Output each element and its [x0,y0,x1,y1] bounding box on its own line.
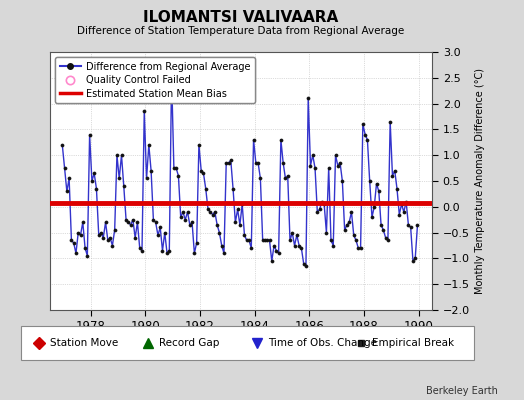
Y-axis label: Monthly Temperature Anomaly Difference (°C): Monthly Temperature Anomaly Difference (… [475,68,485,294]
Legend: Difference from Regional Average, Quality Control Failed, Estimated Station Mean: Difference from Regional Average, Qualit… [54,57,255,103]
Text: Berkeley Earth: Berkeley Earth [426,386,498,396]
Text: Station Move: Station Move [50,338,118,348]
Text: Record Gap: Record Gap [159,338,220,348]
Text: Difference of Station Temperature Data from Regional Average: Difference of Station Temperature Data f… [78,26,405,36]
Text: Empirical Break: Empirical Break [372,338,454,348]
Text: ILOMANTSI VALIVAARA: ILOMANTSI VALIVAARA [144,10,339,25]
Text: Time of Obs. Change: Time of Obs. Change [268,338,377,348]
